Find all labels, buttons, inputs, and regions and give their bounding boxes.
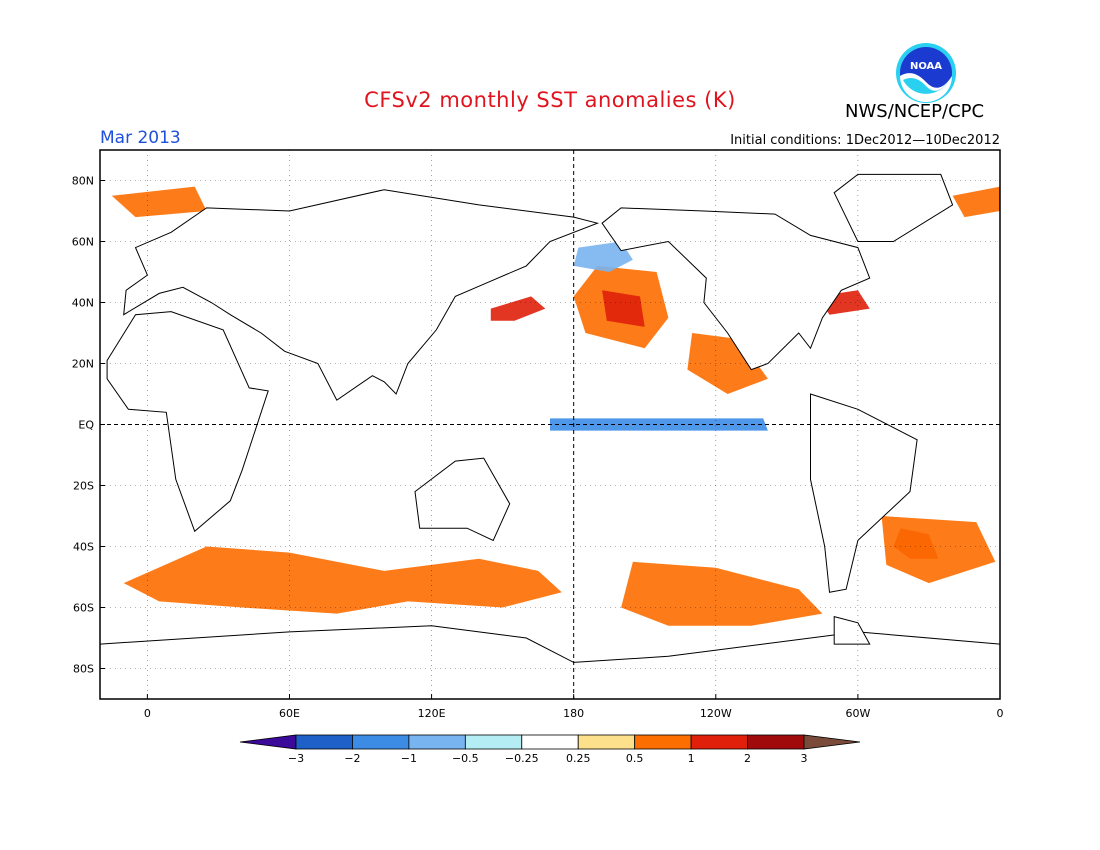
colorbar-swatch — [634, 734, 692, 750]
south-pacific-warm-area — [621, 561, 823, 626]
colorbar-min-arrow — [239, 734, 297, 750]
colorbar-swatch — [521, 734, 579, 750]
lat-tick-label: 40S — [73, 541, 94, 554]
colorbar-label: 0.5 — [626, 752, 644, 765]
colorbar-label: 3 — [801, 752, 808, 765]
lon-tick-label: 120E — [418, 707, 446, 720]
lon-tick-label: 60E — [279, 707, 300, 720]
lat-tick-label: 60S — [73, 602, 94, 615]
colorbar-label: 0.25 — [566, 752, 591, 765]
southern-ocean-warm-area — [123, 546, 562, 614]
colorbar-swatch — [690, 734, 748, 750]
colorbar-swatch — [408, 734, 466, 750]
coast-greenland — [833, 173, 954, 242]
colorbar-label: −0.5 — [452, 752, 479, 765]
colorbar-swatch — [577, 734, 636, 750]
lat-tick-label: 20S — [73, 480, 94, 493]
organization-label: NWS/NCEP/CPC — [845, 101, 985, 122]
lat-tick-label: 60N — [72, 236, 94, 249]
equatorial-pacific-cool-band — [550, 418, 768, 431]
colorbar-label: −2 — [344, 752, 360, 765]
coast-australia — [414, 457, 511, 542]
lat-tick-label: EQ — [78, 419, 94, 432]
longitude-labels: 0 60E 120E 180 120W 60W 0 — [144, 694, 1004, 720]
initial-conditions-label: Initial conditions: 1Dec2012—10Dec2012 — [730, 133, 1000, 148]
anomaly-layer — [111, 186, 1000, 626]
kuroshio-warm-area — [490, 296, 546, 321]
coast-europe-asia — [123, 189, 600, 401]
logo-text: NOAA — [910, 61, 942, 72]
colorbar-label: −0.25 — [505, 752, 539, 765]
north-pacific-warm-core — [602, 290, 645, 327]
grid — [100, 150, 1001, 699]
lon-tick-label: 60W — [845, 707, 870, 720]
colorbar-swatch — [747, 734, 805, 750]
colorbar-label: −1 — [401, 752, 417, 765]
lat-tick-label: 40N — [72, 297, 94, 310]
lat-tick-label: 80N — [72, 175, 94, 188]
coast-africa — [106, 311, 269, 533]
colorbar-label: 2 — [744, 752, 751, 765]
colorbar-label: −3 — [288, 752, 304, 765]
northeast-pacific-warm-area — [687, 333, 768, 394]
chart-title: CFSv2 monthly SST anomalies (K) — [364, 88, 736, 112]
colorbar-max-arrow — [803, 734, 861, 750]
lon-tick-label: 180 — [563, 707, 584, 720]
nordic-warm-area — [111, 186, 207, 218]
colorbar-swatch — [352, 734, 410, 750]
colorbar-swatch — [464, 734, 523, 750]
bering-cool-area — [573, 241, 633, 272]
noaa-logo: NOAA — [896, 43, 956, 103]
colorbar: −3 −2 −1 −0.5 −0.25 0.25 0.5 1 2 3 — [239, 734, 861, 765]
coast-antarctica — [100, 625, 1000, 699]
lon-tick-label: 120W — [700, 707, 732, 720]
colorbar-label: 1 — [688, 752, 695, 765]
south-atlantic-warm-area — [881, 516, 996, 584]
lat-tick-label: 80S — [73, 663, 94, 676]
lon-tick-label: 0 — [997, 707, 1004, 720]
lat-tick-label: 20N — [72, 358, 94, 371]
period-label: Mar 2013 — [100, 128, 181, 148]
colorbar-swatch — [295, 734, 353, 750]
latitude-labels: 80N 60N 40N 20N EQ 20S 40S 60S 80S — [72, 175, 105, 676]
coastlines — [100, 173, 1000, 699]
nordic-warm-area-east — [952, 186, 1000, 218]
coast-north-america — [601, 207, 871, 371]
coast-antarctica-peninsula — [833, 615, 871, 645]
lon-tick-label: 0 — [144, 707, 151, 720]
